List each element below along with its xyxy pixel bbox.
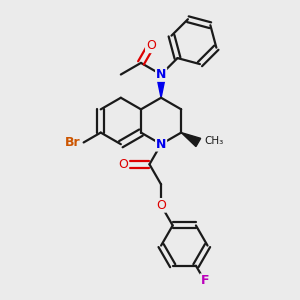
Text: O: O — [146, 39, 156, 52]
Text: O: O — [156, 199, 166, 212]
Polygon shape — [156, 74, 166, 98]
Text: N: N — [156, 68, 166, 81]
Polygon shape — [181, 133, 201, 147]
Text: Br: Br — [65, 136, 81, 149]
Text: CH₃: CH₃ — [205, 136, 224, 146]
Text: F: F — [200, 274, 209, 287]
Text: O: O — [118, 158, 128, 171]
Text: N: N — [156, 138, 166, 151]
